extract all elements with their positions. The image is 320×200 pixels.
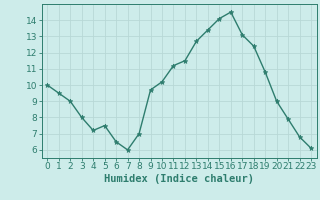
X-axis label: Humidex (Indice chaleur): Humidex (Indice chaleur) — [104, 174, 254, 184]
